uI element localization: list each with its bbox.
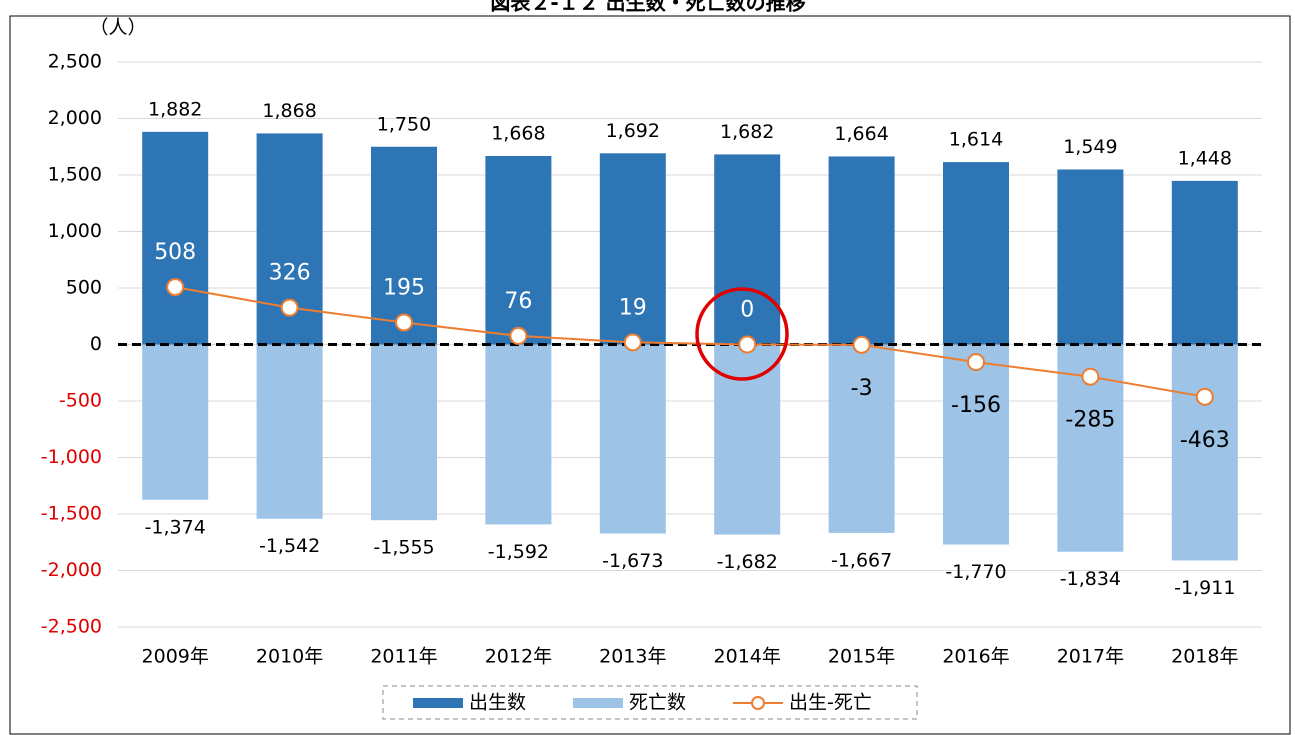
bar xyxy=(714,344,781,535)
legend-swatch xyxy=(573,698,623,708)
data-label: 1,868 xyxy=(262,100,316,122)
y-unit: （人） xyxy=(89,17,146,39)
x-tick-label: 2011年 xyxy=(370,646,437,668)
data-label: -1,770 xyxy=(945,561,1006,583)
data-label: 0 xyxy=(740,298,754,323)
bar xyxy=(1057,169,1124,345)
data-label: -1,834 xyxy=(1060,568,1121,590)
data-label: 1,614 xyxy=(949,129,1003,151)
legend-box xyxy=(382,685,918,720)
y-tick-label: 2,500 xyxy=(48,51,102,73)
x-tick-label: 2012年 xyxy=(485,646,552,668)
data-label: 1,668 xyxy=(491,123,545,145)
point xyxy=(623,333,642,352)
data-label: 19 xyxy=(619,295,647,320)
x-tick-label: 2015年 xyxy=(828,646,895,668)
x-tick-label: 2017年 xyxy=(1057,646,1124,668)
data-label: -1,682 xyxy=(717,551,778,573)
data-label: -285 xyxy=(1065,408,1115,433)
bar xyxy=(943,344,1009,545)
data-label: 1,549 xyxy=(1063,136,1117,158)
bar xyxy=(714,154,781,345)
x-tick-label: 2013年 xyxy=(599,646,666,668)
data-label: 1,692 xyxy=(606,120,660,142)
chart-title: 図表２-１２ 出生数・死亡数の推移 xyxy=(490,0,805,15)
data-label: 1,682 xyxy=(720,121,774,143)
point xyxy=(852,335,871,354)
data-label: 1,750 xyxy=(377,113,431,135)
bar xyxy=(828,156,895,345)
point xyxy=(395,313,413,332)
data-label: 1,664 xyxy=(834,123,888,145)
data-label: 508 xyxy=(154,240,196,265)
legend-label: 出生-死亡 xyxy=(789,692,872,714)
x-tick-label: 2016年 xyxy=(942,646,1009,668)
y-tick-label: -2,500 xyxy=(41,616,102,638)
y-tick-label: -500 xyxy=(59,390,102,412)
bar xyxy=(371,344,437,521)
data-label: -1,592 xyxy=(488,541,549,563)
bar xyxy=(599,153,666,345)
point xyxy=(1081,367,1100,386)
data-label: -463 xyxy=(1180,428,1230,453)
bar xyxy=(828,344,895,533)
y-tick-label: -1,000 xyxy=(41,446,102,468)
point xyxy=(738,335,757,354)
y-tick-label: 1,500 xyxy=(48,164,102,186)
highlight-circle xyxy=(695,287,789,381)
data-label: -1,911 xyxy=(1174,577,1235,599)
y-tick-label: -1,500 xyxy=(41,503,102,525)
data-label: 326 xyxy=(269,261,311,286)
bar xyxy=(142,344,209,500)
data-label: -3 xyxy=(851,376,873,401)
point xyxy=(967,353,985,372)
bar xyxy=(599,344,666,534)
data-label: -1,667 xyxy=(831,549,892,571)
data-label: -1,542 xyxy=(259,535,320,557)
point xyxy=(1195,387,1214,406)
data-label: -156 xyxy=(951,393,1001,418)
data-label: 1,448 xyxy=(1178,147,1232,169)
x-tick-label: 2010年 xyxy=(256,646,323,668)
bar xyxy=(485,156,552,345)
bar xyxy=(943,162,1009,345)
legend-swatch xyxy=(751,696,765,710)
bar xyxy=(1171,344,1238,561)
data-label: -1,673 xyxy=(602,550,663,572)
marks: 1,882 1,868 1,750 1,668 1,692 1,682 1,664 1,614… xyxy=(118,98,1262,599)
data-label: -1,374 xyxy=(145,516,206,538)
bar xyxy=(371,146,437,345)
data-label: 195 xyxy=(383,275,425,300)
bar xyxy=(485,344,552,525)
bar xyxy=(256,344,323,519)
bar xyxy=(142,131,209,345)
data-label: -1,555 xyxy=(373,537,434,559)
y-tick-label: 2,000 xyxy=(48,107,102,129)
legend-label: 出生数 xyxy=(469,692,526,714)
x-tick-label: 2014年 xyxy=(714,646,781,668)
x-tick-label: 2018年 xyxy=(1171,646,1238,668)
line xyxy=(175,286,1205,398)
y-tick-label: 0 xyxy=(90,333,102,355)
point xyxy=(280,298,299,317)
point xyxy=(166,278,185,297)
y-tick-label: -2,000 xyxy=(41,559,102,581)
legend-swatch xyxy=(413,698,463,708)
data-label: 76 xyxy=(504,289,532,314)
point xyxy=(509,326,528,345)
legend-label: 死亡数 xyxy=(629,692,686,714)
y-tick-label: 500 xyxy=(66,277,102,299)
data-label: 1,882 xyxy=(148,98,202,120)
y-tick-label: 1,000 xyxy=(48,220,102,242)
bar xyxy=(1171,180,1238,345)
x-tick-label: 2009年 xyxy=(142,646,209,668)
